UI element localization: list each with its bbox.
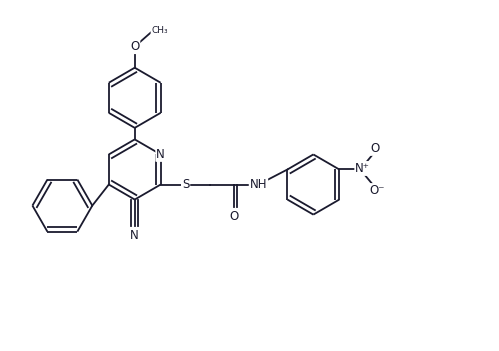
Text: N: N [130,229,139,242]
Text: N⁺: N⁺ [355,162,370,175]
Text: NH: NH [250,178,267,191]
Text: O: O [130,40,139,53]
Text: N: N [156,148,165,161]
Text: S: S [182,178,189,191]
Text: CH₃: CH₃ [151,26,168,35]
Text: O⁻: O⁻ [369,184,384,197]
Text: O: O [229,210,238,223]
Text: O: O [371,142,380,155]
